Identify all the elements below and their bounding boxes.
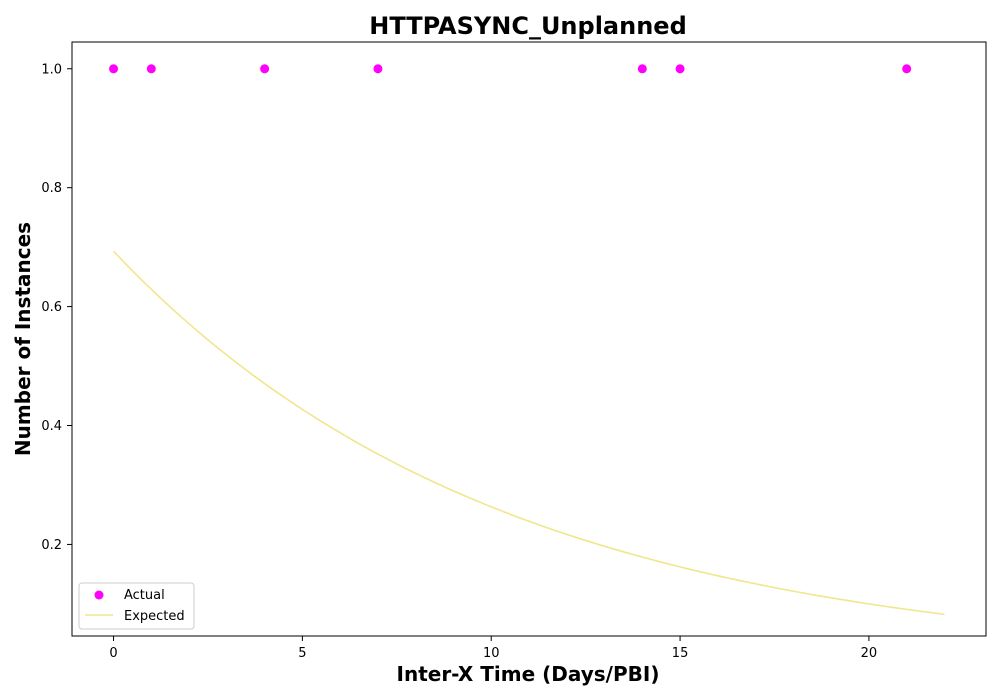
x-tick-label: 0 bbox=[109, 646, 117, 661]
chart-title: HTTPASYNC_Unplanned bbox=[369, 12, 687, 40]
legend-box bbox=[78, 582, 195, 630]
legend-actual-marker bbox=[94, 590, 104, 600]
actual-point bbox=[109, 64, 119, 74]
x-tick-label: 20 bbox=[861, 646, 878, 661]
actual-point bbox=[675, 64, 685, 74]
y-tick-label: 0.8 bbox=[41, 181, 62, 196]
y-tick-label: 0.4 bbox=[41, 419, 62, 434]
legend-expected-label: Expected bbox=[124, 609, 185, 624]
legend-actual-label: Actual bbox=[124, 588, 165, 603]
actual-point bbox=[373, 64, 383, 74]
x-tick-label: 5 bbox=[298, 646, 306, 661]
actual-point bbox=[637, 64, 647, 74]
y-axis-title: Number of Instances bbox=[11, 222, 35, 456]
x-tick-label: 15 bbox=[672, 646, 689, 661]
x-tick-label: 10 bbox=[483, 646, 500, 661]
x-axis: 0 5 10 15 20 bbox=[109, 636, 877, 661]
series-layer bbox=[109, 64, 945, 616]
actual-point bbox=[902, 64, 912, 74]
y-tick-label: 0.6 bbox=[41, 300, 62, 315]
y-tick-label: 1.0 bbox=[41, 62, 62, 77]
plot-frame bbox=[71, 41, 987, 637]
y-tick-label: 0.2 bbox=[41, 538, 62, 553]
actual-point bbox=[260, 64, 270, 74]
expected-line bbox=[112, 250, 945, 616]
actual-point bbox=[146, 64, 156, 74]
x-axis-title: Inter-X Time (Days/PBI) bbox=[397, 662, 660, 686]
legend: Actual Expected bbox=[78, 582, 195, 630]
y-axis: 0.2 0.4 0.6 0.8 1.0 bbox=[41, 62, 72, 553]
